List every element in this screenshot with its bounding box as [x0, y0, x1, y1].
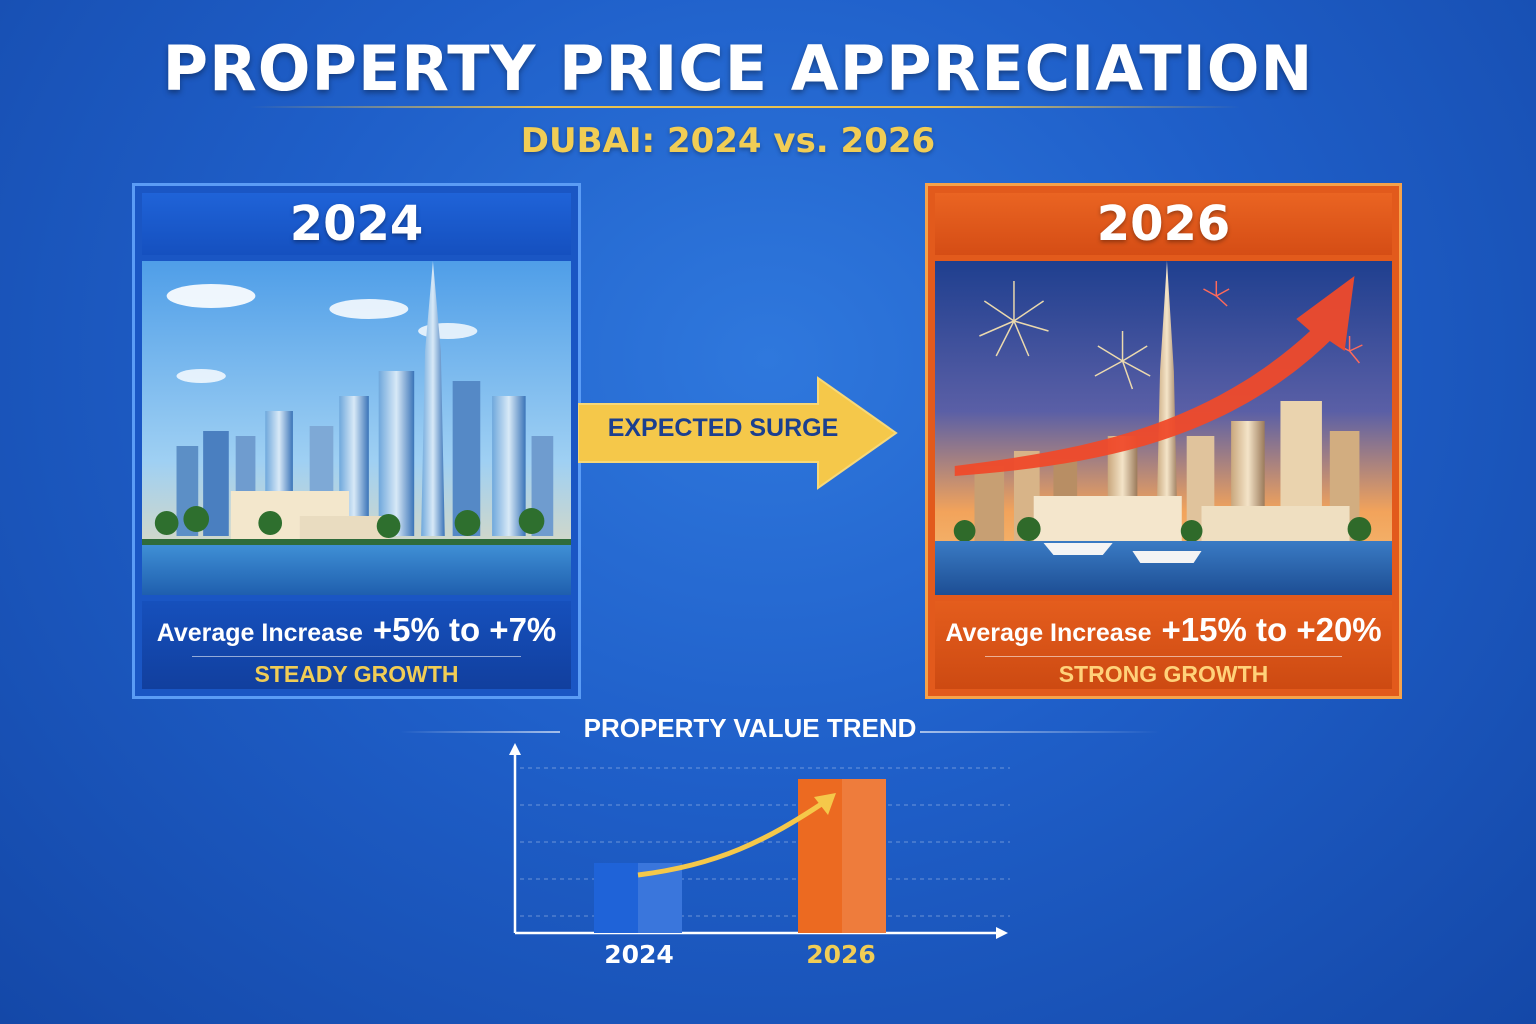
trend-title-rule-left — [400, 731, 560, 733]
dubai-daytime-skyline-image — [142, 261, 571, 595]
trend-title: PROPERTY VALUE TREND — [583, 713, 917, 743]
card-2024: 2024 — [132, 183, 581, 699]
bar-label-2024: 2024 — [604, 940, 674, 969]
card-2026-growth: STRONG GROWTH — [1058, 661, 1269, 687]
card-2026: 2026 — [925, 183, 1402, 699]
dubai-evening-skyline-image — [935, 261, 1392, 595]
expected-surge-arrow: EXPECTED SURGE — [578, 374, 900, 492]
bar-2026 — [798, 779, 886, 933]
card-2024-year: 2024 — [142, 193, 571, 255]
trend-arrowhead — [814, 793, 836, 815]
card-2026-increase-label: Average Increase — [945, 619, 1152, 647]
card-2026-footer: Average Increase +15% to +20% STRONG GRO… — [935, 601, 1392, 689]
card-2026-year: 2026 — [935, 193, 1392, 255]
card-2024-increase-label: Average Increase — [156, 619, 363, 647]
card-2024-increase-range: +5% to +7% — [372, 611, 557, 648]
trend-arrow-line — [637, 798, 828, 878]
title-divider — [250, 106, 1240, 108]
card-2024-footer-divider — [192, 656, 521, 657]
expected-surge-label: EXPECTED SURGE — [607, 414, 839, 442]
bar-highlight-2026 — [842, 779, 886, 933]
property-value-trend-chart — [500, 738, 1020, 988]
page-subtitle: DUBAI: 2024 vs. 2026 — [520, 121, 936, 161]
card-2024-growth: STEADY GROWTH — [254, 661, 459, 687]
bar-label-2026: 2026 — [806, 940, 876, 969]
y-axis-arrowhead — [509, 743, 521, 755]
x-axis-arrowhead — [996, 927, 1008, 939]
card-2026-footer-divider — [985, 656, 1342, 657]
trend-title-rule-right — [920, 731, 1160, 733]
page-title: PROPERTY PRICE APPRECIATION — [162, 32, 1314, 105]
card-2024-footer: Average Increase +5% to +7% STEADY GROWT… — [142, 601, 571, 689]
card-2026-increase-range: +15% to +20% — [1161, 611, 1382, 648]
